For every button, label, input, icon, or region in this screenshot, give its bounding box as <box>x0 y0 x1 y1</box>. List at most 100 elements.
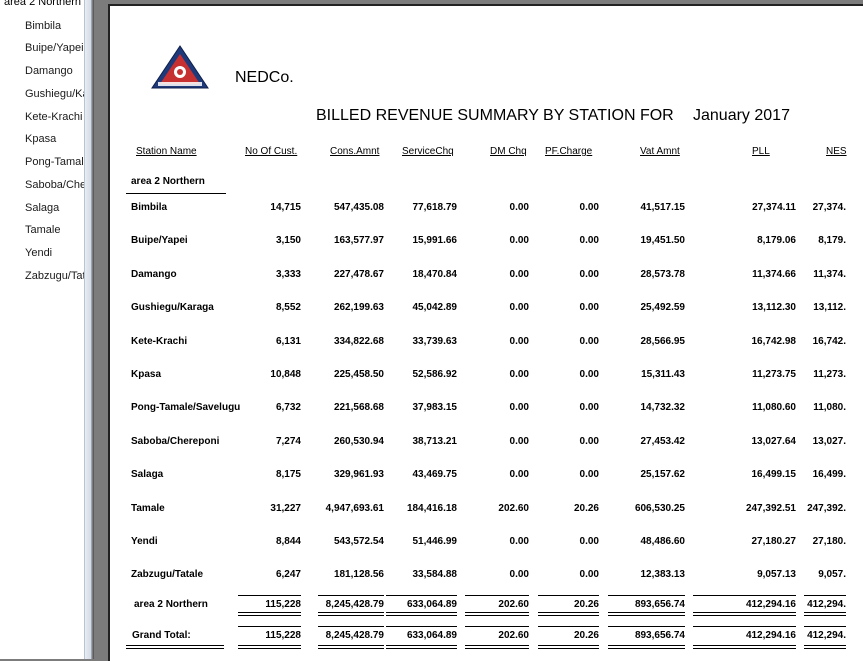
row-cell-pll: 27,180.27 <box>751 536 797 547</box>
row-cell-vat-amnt: 606,530.25 <box>634 502 685 514</box>
doc-map-item-buipe-yapei[interactable]: Buipe/Yapei <box>25 42 84 54</box>
grand-total-vat-amnt: 893,656.74 <box>634 630 685 641</box>
total-rule-line <box>238 595 301 596</box>
doc-map-item-pong-tamale-savelugu[interactable]: Pong-Tamale/Savelugu <box>25 156 84 168</box>
row-cell-pll: 27,374.11 <box>752 202 796 213</box>
total-rule-line <box>386 615 457 616</box>
row-cell-vat-amnt: 41,517.15 <box>640 202 686 213</box>
total-rule-line <box>804 645 846 646</box>
col-header-service-chq: ServiceChq <box>402 146 454 157</box>
row-station-name: Kete-Krachi <box>131 335 188 347</box>
doc-map-item-zabzugu-tatale[interactable]: Zabzugu/Tatale <box>25 270 84 282</box>
doc-map-item-bimbila[interactable]: Bimbila <box>25 20 62 32</box>
total-rule-line <box>608 648 685 649</box>
total-rule-line <box>608 595 685 596</box>
row-cell-service-chq: 184,416.18 <box>406 502 457 514</box>
row-cell-pf-charge: 0.00 <box>579 202 599 213</box>
subtotal-label: area 2 Northern <box>134 599 208 610</box>
row-cell-vat-amnt: 19,451.50 <box>640 235 686 247</box>
total-rule-line <box>608 626 685 627</box>
row-cell-pll: 16,742.98 <box>751 335 797 347</box>
row-cell-pll: 16,499.15 <box>751 469 797 481</box>
row-cell-nes: 8,179. <box>818 235 846 247</box>
doc-map-item-gushiegu-karaga[interactable]: Gushiegu/Karaga <box>25 88 84 100</box>
total-rule-line <box>538 645 599 646</box>
row-cell-service-chq: 33,739.63 <box>412 335 458 347</box>
row-cell-cons-amnt: 163,577.97 <box>333 235 384 247</box>
subtotal-pll: 412,294.16 <box>745 599 796 610</box>
doc-map-item-salaga[interactable]: Salaga <box>25 202 60 214</box>
document-map-panel: area 2 Northern Bimbila Buipe/Yapei Dama… <box>0 0 85 659</box>
row-cell-cons-amnt: 329,961.93 <box>333 469 384 481</box>
total-rule-line <box>538 612 599 613</box>
total-rule-line <box>693 612 796 613</box>
total-rule-line <box>693 645 796 646</box>
row-cell-no-of-cust: 14,715 <box>270 202 301 213</box>
total-rule-line <box>538 648 599 649</box>
row-cell-cons-amnt: 262,199.63 <box>333 302 384 314</box>
subtotal-vat-amnt: 893,656.74 <box>634 599 685 610</box>
total-rule-line <box>693 615 796 616</box>
row-cell-pf-charge: 0.00 <box>579 335 599 347</box>
row-cell-pf-charge: 0.00 <box>579 402 599 414</box>
row-cell-cons-amnt: 334,822.68 <box>333 335 384 347</box>
total-rule-line <box>318 648 384 649</box>
row-cell-nes: 11,374. <box>813 268 846 280</box>
total-rule-line <box>804 612 846 613</box>
total-rule-line <box>608 645 685 646</box>
doc-map-item-damango[interactable]: Damango <box>25 65 73 77</box>
report-title: BILLED REVENUE SUMMARY BY STATION FOR <box>316 107 674 124</box>
subtotal-cons-amnt: 8,245,428.79 <box>325 599 384 610</box>
row-cell-cons-amnt: 221,568.68 <box>333 402 384 414</box>
row-cell-dm-chq: 0.00 <box>509 202 529 213</box>
total-rule-line <box>804 648 846 649</box>
total-rule-line <box>465 626 529 627</box>
total-rule-line <box>318 615 384 616</box>
row-station-name: Salaga <box>131 469 164 481</box>
row-station-name: Buipe/Yapei <box>131 235 188 247</box>
row-cell-nes: 9,057. <box>818 569 846 581</box>
row-cell-no-of-cust: 8,552 <box>275 302 301 314</box>
total-rule-line <box>465 612 529 613</box>
total-rule-line <box>386 626 457 627</box>
group-header-area-2-northern: area 2 Northern <box>131 176 205 187</box>
row-cell-cons-amnt: 543,572.54 <box>333 536 384 547</box>
total-rule-line <box>318 626 384 627</box>
doc-map-item-kete-krachi[interactable]: Kete-Krachi <box>25 111 83 123</box>
row-cell-vat-amnt: 14,732.32 <box>640 402 686 414</box>
row-cell-service-chq: 33,584.88 <box>412 569 458 581</box>
row-cell-pf-charge: 0.00 <box>579 536 599 547</box>
viewer-border <box>93 0 94 659</box>
row-cell-pf-charge: 0.00 <box>579 302 599 314</box>
doc-map-item-tamale[interactable]: Tamale <box>25 224 61 236</box>
row-cell-nes: 16,499. <box>812 469 846 481</box>
total-rule-line <box>693 595 796 596</box>
total-rule-line <box>238 626 301 627</box>
doc-map-root-area-2-northern[interactable]: area 2 Northern <box>4 0 82 8</box>
row-cell-cons-amnt: 547,435.08 <box>333 202 384 213</box>
total-rule-line <box>238 615 301 616</box>
row-cell-dm-chq: 202.60 <box>498 502 529 514</box>
doc-map-item-kpasa[interactable]: Kpasa <box>25 133 57 145</box>
group-header-underline <box>126 193 226 194</box>
row-cell-nes: 13,027. <box>812 435 846 447</box>
row-cell-cons-amnt: 225,458.50 <box>333 369 384 380</box>
grand-total-label-underline <box>126 645 224 646</box>
row-cell-nes: 11,080. <box>813 402 846 414</box>
row-cell-cons-amnt: 227,478.67 <box>333 268 384 280</box>
row-cell-pll: 8,179.06 <box>757 235 796 247</box>
row-cell-no-of-cust: 3,333 <box>275 268 301 280</box>
panel-splitter[interactable] <box>85 0 92 659</box>
subtotal-dm-chq: 202.60 <box>498 599 529 610</box>
doc-map-item-yendi[interactable]: Yendi <box>25 247 53 259</box>
row-cell-dm-chq: 0.00 <box>509 536 529 547</box>
total-rule-line <box>465 595 529 596</box>
subtotal-service-chq: 633,064.89 <box>406 599 457 610</box>
row-cell-dm-chq: 0.00 <box>509 268 529 280</box>
row-cell-dm-chq: 0.00 <box>509 235 529 247</box>
row-cell-no-of-cust: 3,150 <box>275 235 301 247</box>
row-cell-nes: 27,374. <box>812 202 846 213</box>
doc-map-item-saboba-chereponi[interactable]: Saboba/Chereponi <box>25 179 85 191</box>
total-rule-line <box>608 615 685 616</box>
grand-total-service-chq: 633,064.89 <box>406 630 457 641</box>
